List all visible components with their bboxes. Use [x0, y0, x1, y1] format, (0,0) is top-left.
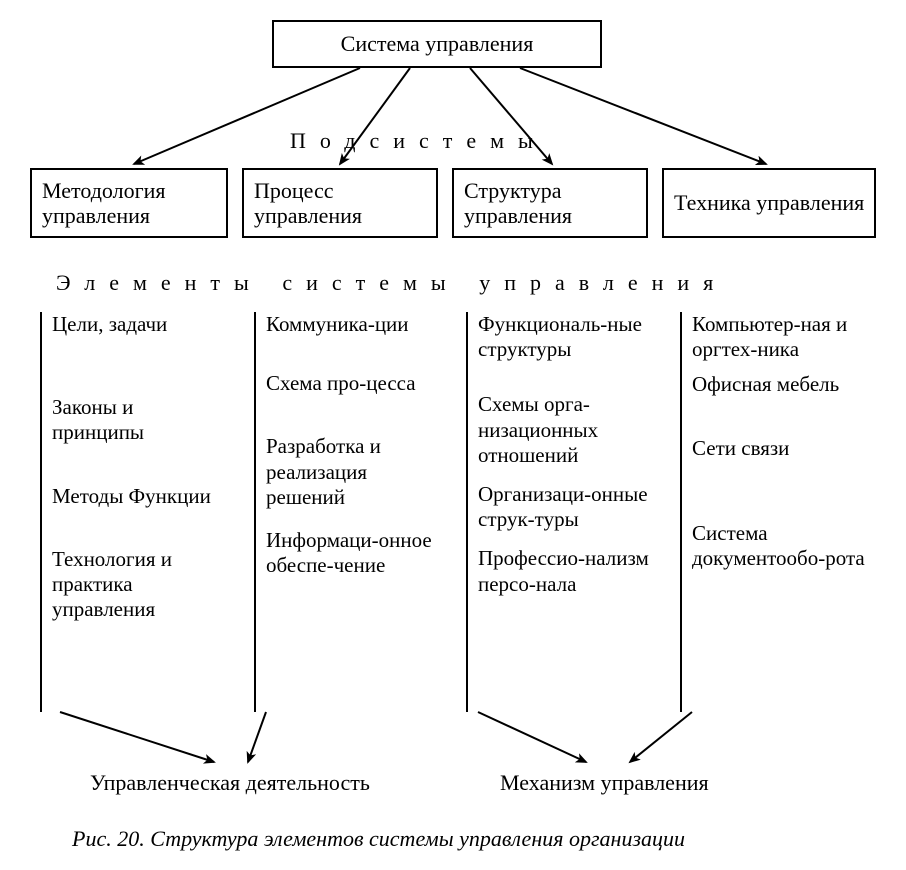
col1-item1: Схема про-цесса — [266, 371, 444, 396]
col0-item1: Законы и принципы — [52, 395, 230, 445]
subsystem-label-3: Техника управления — [674, 190, 864, 215]
subsystem-label-1: Процесс управления — [254, 178, 430, 229]
col0-item2: Методы Функции — [52, 484, 230, 509]
col3-item0: Компьютер-ная и оргтех-ника — [692, 312, 890, 362]
col2-item0: Функциональ-ные структуры — [478, 312, 666, 362]
subsystem-box-2: Структура управления — [452, 168, 648, 238]
diagram-stage: Система управления Подсистемы Методологи… — [0, 0, 906, 870]
col1-item3: Информаци-онное обеспе-чение — [266, 528, 444, 578]
subsystem-label-0: Методология управления — [42, 178, 220, 229]
subsystem-label-2: Структура управления — [464, 178, 640, 229]
subsystem-box-0: Методология управления — [30, 168, 228, 238]
root-box: Система управления — [272, 20, 602, 68]
column-1: Коммуника-ции Схема про-цесса Разработка… — [254, 312, 444, 712]
bottom-label-1: Механизм управления — [500, 770, 709, 796]
col2-item1: Схемы орга-низационных отношений — [478, 392, 666, 468]
col0-item0: Цели, задачи — [52, 312, 230, 337]
column-0: Цели, задачи Законы и принципы Методы Фу… — [40, 312, 230, 712]
subsystem-box-3: Техника управления — [662, 168, 876, 238]
col3-item3: Система документообо-рота — [692, 521, 890, 571]
subsystem-box-1: Процесс управления — [242, 168, 438, 238]
col3-item1: Офисная мебель — [692, 372, 890, 397]
figure-caption: Рис. 20. Структура элементов системы упр… — [72, 826, 685, 852]
root-label: Система управления — [341, 31, 534, 56]
section-label-elements: Элементы системы управления — [56, 270, 727, 296]
bottom-label-0: Управленческая деятельность — [90, 770, 370, 796]
section-label-subsystems: Подсистемы — [290, 128, 547, 154]
col2-item3: Профессио-нализм персо-нала — [478, 546, 666, 596]
col1-item0: Коммуника-ции — [266, 312, 444, 337]
column-3: Компьютер-ная и оргтех-ника Офисная мебе… — [680, 312, 890, 712]
column-2: Функциональ-ные структуры Схемы орга-низ… — [466, 312, 666, 712]
col0-item3: Технология и практика управления — [52, 547, 230, 623]
col3-item2: Сети связи — [692, 436, 890, 461]
col1-item2: Разработка и реализация решений — [266, 434, 444, 510]
col2-item2: Организаци-онные струк-туры — [478, 482, 666, 532]
